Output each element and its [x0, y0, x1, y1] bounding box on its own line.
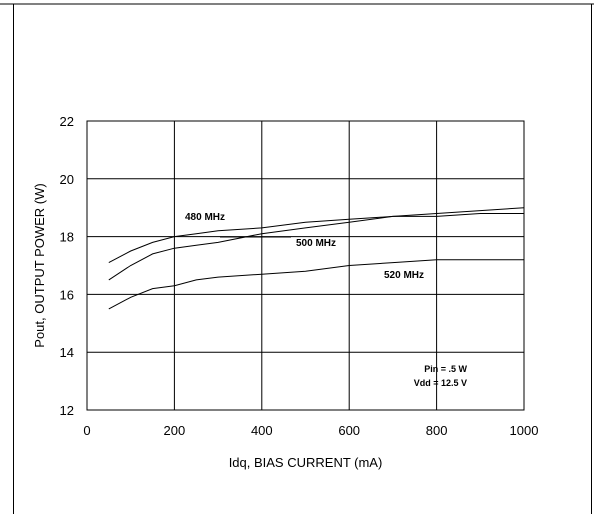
- annotation-pin: Pin = .5 W: [424, 364, 467, 374]
- x-tick-label: 200: [164, 423, 186, 438]
- y-axis-title: Pout, OUTPUT POWER (W): [32, 183, 47, 347]
- x-tick-label: 600: [338, 423, 360, 438]
- y-tick-label: 18: [60, 230, 74, 245]
- y-tick-label: 16: [60, 287, 74, 302]
- y-tick-label: 22: [60, 114, 74, 129]
- x-tick-label: 0: [83, 423, 90, 438]
- y-tick-label: 20: [60, 172, 74, 187]
- tick-labels: 0 200 400 600 800 1000 12 14 16 18 20 22: [60, 114, 539, 438]
- x-tick-label: 1000: [510, 423, 539, 438]
- series-line-480-mhz: [108, 213, 524, 264]
- plot-area-border: [86, 120, 525, 411]
- series-label-520mhz: 520 MHz: [384, 270, 424, 281]
- y-tick-label: 12: [60, 403, 74, 418]
- grid-lines: [86, 120, 525, 411]
- x-tick-label: 400: [251, 423, 273, 438]
- series-label-500mhz: 500 MHz: [296, 238, 336, 249]
- series-group: [108, 207, 525, 310]
- annotation-vdd: Vdd = 12.5 V: [414, 378, 467, 388]
- x-tick-label: 800: [426, 423, 448, 438]
- x-axis-title: Idq, BIAS CURRENT (mA): [229, 455, 383, 470]
- y-tick-label: 14: [60, 345, 74, 360]
- series-label-480mhz: 480 MHz: [185, 212, 225, 223]
- series-line-520-mhz: [108, 259, 524, 310]
- series-line-500-mhz: [108, 207, 525, 281]
